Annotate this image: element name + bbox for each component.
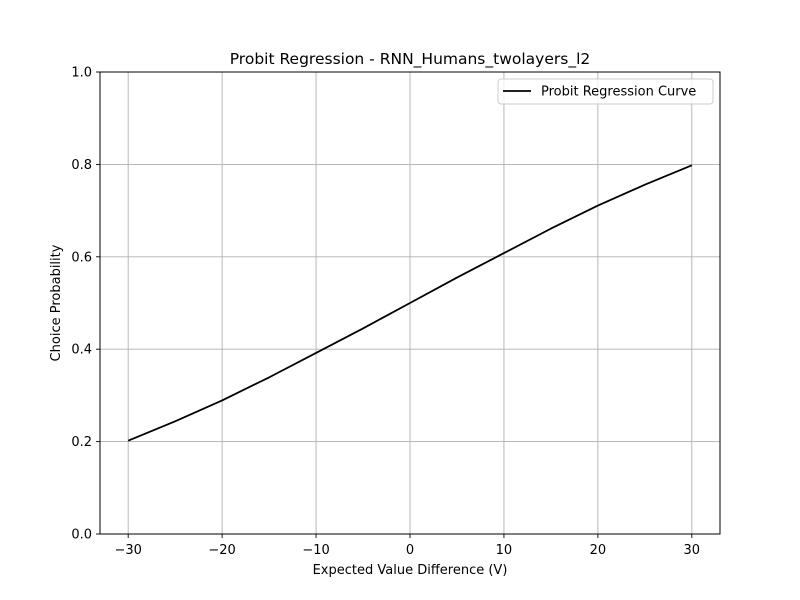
series-lines <box>127 164 693 442</box>
y-tick-label: 0.8 <box>71 158 92 173</box>
x-tick-label: −30 <box>114 543 141 558</box>
legend-entry-label: Probit Regression Curve <box>541 85 696 100</box>
x-axis-label: Expected Value Difference (V) <box>313 563 508 578</box>
x-tick-label: 0 <box>406 543 414 558</box>
y-tick-label: 0.6 <box>71 250 92 265</box>
y-tick-label: 0.2 <box>71 435 92 450</box>
y-tick-label: 1.0 <box>71 66 92 81</box>
x-tick-label: 30 <box>684 543 701 558</box>
x-tick-label: −10 <box>302 543 329 558</box>
y-tick-label: 0.4 <box>71 343 92 358</box>
chart-title: Probit Regression - RNN_Humans_twolayers… <box>230 50 591 69</box>
y-axis-label: Choice Probability <box>49 244 64 361</box>
y-tick-label: 0.0 <box>71 528 92 543</box>
legend: Probit Regression Curve <box>497 78 714 105</box>
series-line-probit-regression-curve <box>127 164 693 442</box>
legend-box <box>497 78 714 105</box>
x-tick-label: 20 <box>590 543 607 558</box>
x-tick-label: −20 <box>208 543 235 558</box>
x-tick-label: 10 <box>496 543 513 558</box>
axis-ticks: −30 −20 −10 0 10 20 30 0.0 0.2 0.4 0.6 0.8 1.0 <box>71 66 700 559</box>
